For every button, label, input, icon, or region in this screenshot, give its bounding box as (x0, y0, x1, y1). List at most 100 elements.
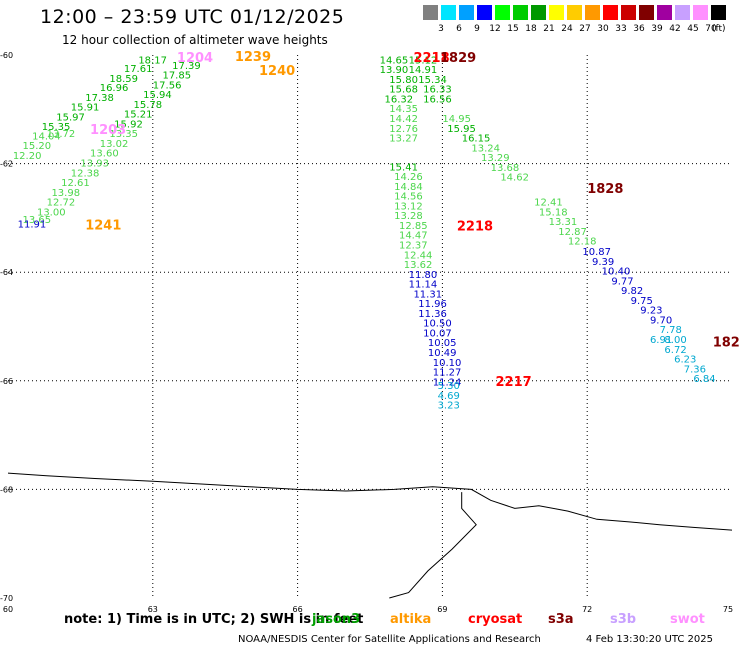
wave-height-reading: 9.70 (650, 315, 672, 326)
legend-note-row: note: 1) Time is in UTC; 2) SWH is in fe… (0, 612, 740, 630)
wave-height-reading: 12.61 (61, 178, 90, 189)
wave-height-reading: 11.31 (413, 289, 442, 300)
wave-height-reading: 16.96 (100, 83, 129, 94)
scale-swatch (675, 5, 690, 20)
pass-time-label: 1240 (259, 64, 295, 79)
scale-swatch (711, 5, 726, 20)
wave-height-reading: 13.28 (394, 211, 423, 222)
scale-tick-label: 36 (633, 24, 645, 34)
wave-height-reading: 17.61 (124, 64, 153, 75)
axis-labels: -60 -62 -64 -66 -68 -70 60 63 66 69 72 75 (0, 51, 733, 614)
scale-tick-label: 45 (687, 24, 699, 34)
wave-height-reading: 13.90 (380, 65, 409, 76)
lat-tick-label: -70 (0, 594, 13, 603)
wave-height-reading: 14.95 (442, 114, 471, 125)
wave-height-reading: 12.41 (534, 198, 563, 209)
wave-height-reading: 15.68 (389, 85, 418, 96)
footer-credit: NOAA/NESDIS Center for Satellite Applica… (238, 634, 541, 645)
wave-height-reading: 12.20 (13, 151, 42, 162)
scale-tick-label: 9 (474, 24, 480, 34)
wave-height-reading: 13.31 (549, 217, 578, 228)
scale-tick-label: 33 (615, 24, 627, 34)
wave-height-reading: 13.68 (491, 163, 520, 174)
satellite-legend-cryosat: cryosat (468, 612, 523, 627)
scale-swatch (585, 5, 600, 20)
scale-swatch (657, 5, 672, 20)
wave-height-reading: 3.23 (438, 401, 460, 412)
pass-time-label: 1827 (713, 336, 740, 351)
wave-height-reading: 14.65 (380, 55, 409, 66)
wave-height-reading: 11.36 (418, 309, 447, 320)
wave-height-reading: 5.30 (438, 381, 460, 392)
wave-height-reading: 4.69 (438, 391, 460, 402)
pass-time-label: 1241 (85, 218, 121, 233)
scale-tick-label: 15 (507, 24, 519, 34)
wave-height-reading: 17.38 (85, 93, 114, 104)
scale-tick-label: 12 (489, 24, 501, 34)
wave-height-reading: 13.65 (22, 215, 51, 226)
wave-height-reading: 14.26 (394, 172, 423, 183)
wave-height-reading: 14.04 (32, 131, 61, 142)
lat-tick-label: -64 (0, 268, 13, 277)
lon-tick-label: 69 (437, 605, 447, 614)
scale-swatch (639, 5, 654, 20)
wave-height-reading: 18.59 (109, 74, 138, 85)
wave-height-reading: 6.91 (650, 335, 672, 346)
footer-timestamp: 4 Feb 13:30:20 UTC 2025 (586, 634, 713, 645)
wave-height-reading: 11.91 (18, 219, 47, 230)
satellite-legend-swot: swot (670, 612, 705, 627)
wave-height-reading: 12.76 (389, 124, 418, 135)
satellite-legend-s3b: s3b (610, 612, 637, 627)
pass-time-label: 2218 (457, 220, 493, 235)
wave-height-reading: 11.24 (433, 377, 462, 388)
wave-height-reading: 15.97 (56, 112, 85, 123)
wave-height-reading: 14.56 (394, 192, 423, 203)
wave-height-reading: 13.29 (481, 153, 510, 164)
wave-height-reading: 9.23 (640, 306, 662, 317)
scale-tick-label: 21 (543, 24, 555, 34)
wave-height-reading: 13.27 (389, 134, 418, 145)
wave-height-reading: 14.47 (399, 231, 428, 242)
wave-height-reading: 13.35 (109, 129, 138, 140)
scale-swatch (549, 5, 564, 20)
wave-height-reading: 14.84 (394, 182, 423, 193)
wave-height-reading: 16.56 (423, 94, 452, 105)
wave-height-reading: 15.94 (143, 90, 172, 101)
wave-height-reading: 10.05 (428, 338, 457, 349)
coastline-path (7, 472, 733, 531)
wave-height-reading: 13.02 (100, 139, 129, 150)
wave-height-reading: 13.60 (90, 149, 119, 160)
pass-time-label: 2218 (413, 51, 449, 66)
wave-height-reading: 12.72 (47, 198, 76, 209)
wave-height-reading: 16.15 (462, 134, 491, 145)
wave-height-reading: 13.93 (80, 159, 109, 170)
wave-height-reading: 15.35 (42, 122, 71, 133)
wave-height-reading: 16.32 (384, 94, 413, 105)
scale-swatch (513, 5, 528, 20)
wave-height-reading: 9.39 (592, 257, 614, 268)
wave-height-reading: 12.38 (71, 168, 100, 179)
coastline (7, 472, 733, 599)
pass-time-label: 1828 (587, 182, 623, 197)
scale-tick-label: 24 (561, 24, 573, 34)
wave-height-reading: 17.85 (162, 71, 191, 82)
wave-height-reading: 13.62 (404, 260, 433, 271)
scale-tick-label: 70 (705, 24, 717, 34)
wave-height-reading: 7.36 (684, 364, 706, 375)
wave-height-reading: 17.39 (172, 61, 201, 72)
wave-height-reading: 9.75 (631, 296, 653, 307)
scale-swatch (495, 5, 510, 20)
pass-time-label: 1829 (440, 51, 476, 66)
pass-time-label: 1239 (235, 50, 271, 65)
lon-tick-label: 60 (3, 605, 13, 614)
wave-height-reading: 15.41 (389, 162, 418, 173)
wave-height-reading: 8.00 (664, 335, 686, 346)
scale-swatch (531, 5, 546, 20)
scale-swatch (459, 5, 474, 20)
lat-lon-grid (8, 55, 732, 598)
note-text: note: 1) Time is in UTC; 2) SWH is in fe… (64, 612, 364, 627)
wave-height-reading: 6.72 (664, 345, 686, 356)
lat-tick-label: -66 (0, 377, 13, 386)
